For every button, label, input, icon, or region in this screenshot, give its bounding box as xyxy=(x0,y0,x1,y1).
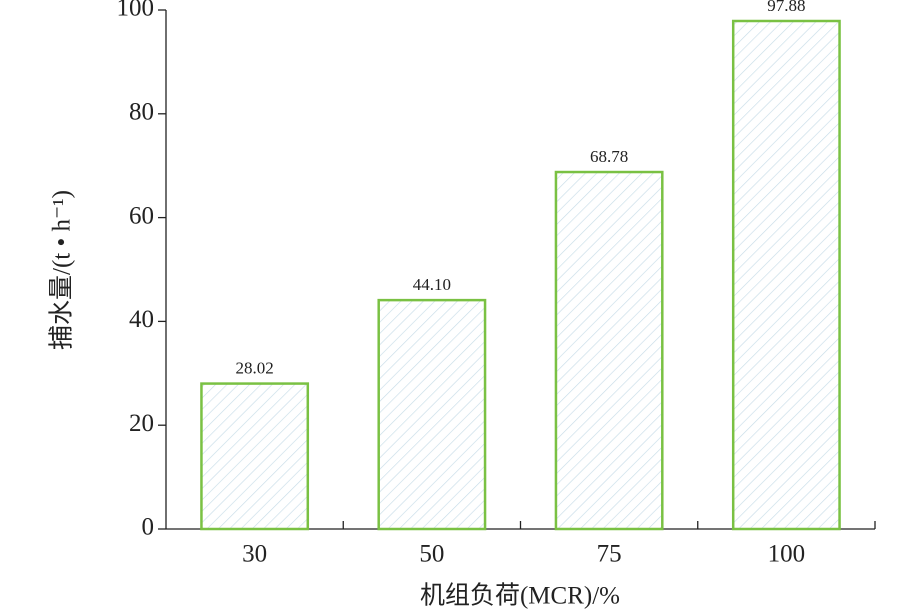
y-axis-label: 捕水量/(t • h⁻¹) xyxy=(48,190,76,350)
value-label: 97.88 xyxy=(767,0,805,15)
bar xyxy=(200,382,310,531)
bar xyxy=(554,170,664,531)
bar xyxy=(377,298,487,531)
y-tick-label: 100 xyxy=(117,0,155,22)
x-tick-label: 75 xyxy=(597,541,622,568)
value-label: 28.02 xyxy=(236,358,274,377)
y-tick-label: 20 xyxy=(129,410,154,437)
y-tick-label: 0 xyxy=(142,514,155,541)
bar xyxy=(731,19,841,531)
x-tick-label: 50 xyxy=(419,541,444,568)
y-tick-label: 40 xyxy=(129,306,154,333)
y-tick-label: 60 xyxy=(129,202,154,229)
x-tick-label: 100 xyxy=(768,541,806,568)
y-tick-label: 80 xyxy=(129,99,154,126)
value-label: 44.10 xyxy=(413,275,451,294)
x-axis-label: 机组负荷(MCR)/% xyxy=(420,582,620,610)
value-label: 68.78 xyxy=(590,147,628,166)
x-tick-label: 30 xyxy=(242,541,267,568)
